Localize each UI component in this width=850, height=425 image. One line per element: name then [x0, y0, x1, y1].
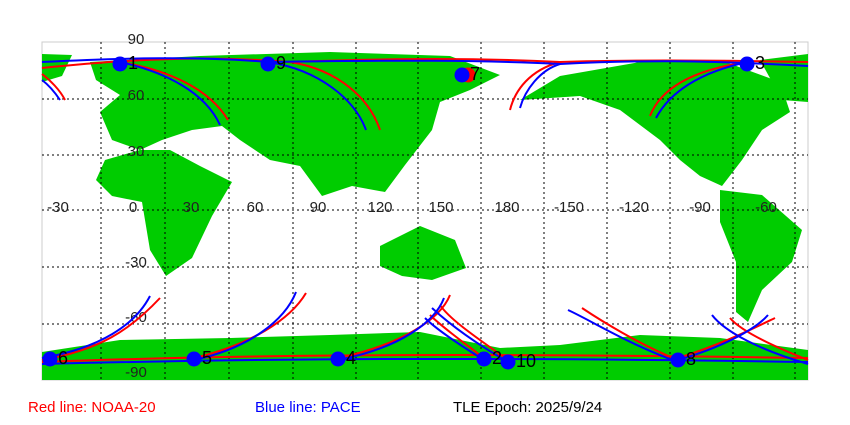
marker-label: 8 — [686, 349, 696, 369]
longitude-label: 90 — [310, 199, 327, 216]
land-south-america — [720, 190, 802, 322]
longitude-label: 0 — [129, 199, 137, 216]
longitude-label: 150 — [428, 199, 453, 216]
legend-epoch: TLE Epoch: 2025/9/24 — [453, 399, 602, 416]
satellite-marker — [260, 56, 276, 72]
marker-label: 2 — [492, 348, 502, 368]
marker-label: 1 — [128, 53, 138, 73]
longitude-label: 60 — [247, 199, 264, 216]
marker-label: 6 — [58, 348, 68, 368]
legend-red: Red line: NOAA-20 — [28, 399, 156, 416]
satellite-marker — [476, 351, 492, 367]
satellite-marker — [739, 56, 755, 72]
satellite-markers: 1 9 7 3 6 5 4 2 10 8 — [42, 53, 765, 371]
legend-blue: Blue line: PACE — [255, 399, 361, 416]
legend: Red line: NOAA-20 Blue line: PACE TLE Ep… — [28, 399, 602, 416]
blue-track — [41, 57, 809, 131]
marker-label: 10 — [516, 351, 536, 371]
land-africa — [96, 150, 232, 276]
satellite-marker — [500, 354, 516, 370]
marker-label: 9 — [276, 53, 286, 73]
marker-label: 7 — [470, 64, 480, 84]
longitude-label: 180 — [494, 199, 519, 216]
land-eurasia — [90, 52, 500, 196]
marker-label: 3 — [755, 53, 765, 73]
satellite-marker — [186, 351, 202, 367]
satellite-marker — [454, 67, 470, 83]
longitude-label: -60 — [755, 199, 777, 216]
longitude-label: 30 — [183, 199, 200, 216]
longitude-label: -90 — [689, 199, 711, 216]
longitude-label: 120 — [367, 199, 392, 216]
longitude-label: -120 — [619, 199, 649, 216]
longitude-label: -30 — [47, 199, 69, 216]
satellite-marker — [670, 352, 686, 368]
longitude-label: -150 — [554, 199, 584, 216]
satellite-marker — [112, 56, 128, 72]
satellite-marker — [42, 351, 58, 367]
latitude-label: 60 — [128, 87, 145, 104]
latitude-label: 90 — [128, 31, 145, 48]
marker-label: 4 — [346, 348, 356, 368]
latitude-label: 30 — [128, 143, 145, 160]
land-australia — [380, 226, 466, 280]
marker-label: 5 — [202, 348, 212, 368]
latitude-label: -30 — [125, 254, 147, 271]
satellite-marker — [330, 351, 346, 367]
latitude-label: -90 — [125, 364, 147, 381]
